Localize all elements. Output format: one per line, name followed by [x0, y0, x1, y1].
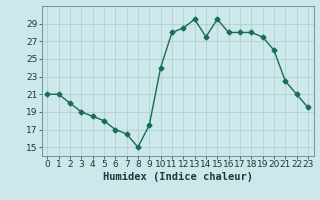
X-axis label: Humidex (Indice chaleur): Humidex (Indice chaleur) — [103, 172, 252, 182]
